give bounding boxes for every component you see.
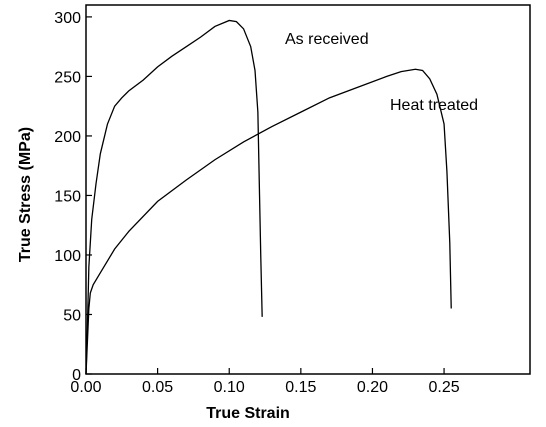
- x-tick-label: 0.25: [428, 379, 459, 396]
- y-tick-label: 200: [54, 129, 81, 146]
- x-axis-title: True Strain: [206, 405, 290, 422]
- stress-strain-curve: [85, 68, 452, 375]
- y-tick-label: 50: [63, 307, 81, 324]
- y-tick-label: 300: [54, 10, 81, 27]
- y-tick-label: 250: [54, 69, 81, 86]
- series-label: Heat treated: [390, 97, 478, 114]
- plot-frame: [85, 4, 531, 375]
- x-tick-label: 0.05: [142, 379, 173, 396]
- y-tick-label: 0: [72, 367, 81, 384]
- series-label: As received: [285, 31, 369, 48]
- stress-strain-curve: [85, 19, 263, 375]
- y-axis-title: True Stress (MPa): [17, 127, 34, 262]
- y-tick-label: 150: [54, 188, 81, 205]
- x-tick-label: 0.10: [214, 379, 245, 396]
- x-tick-label: 0.15: [285, 379, 316, 396]
- x-tick-label: 0.00: [70, 379, 101, 396]
- y-tick-label: 100: [54, 248, 81, 265]
- x-tick-label: 0.20: [357, 379, 388, 396]
